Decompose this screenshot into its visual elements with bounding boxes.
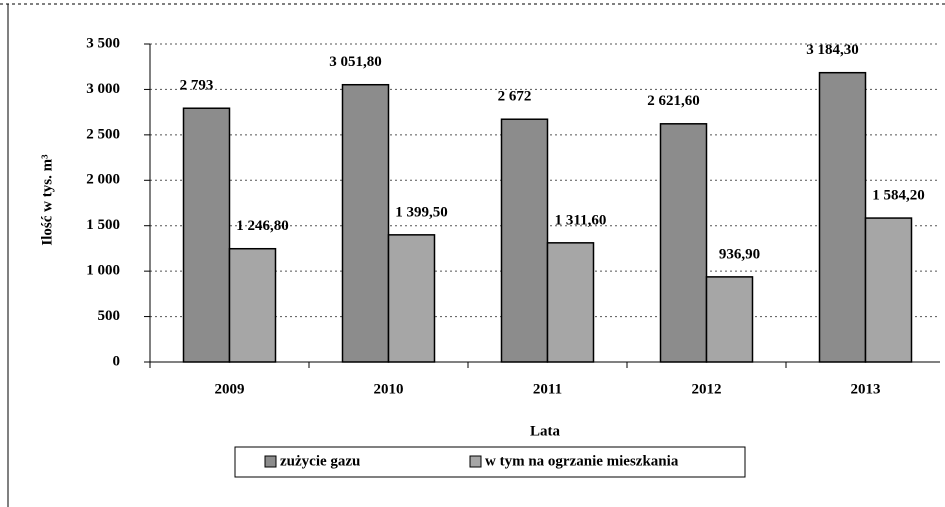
value-label: 1 399,50 [395,204,448,220]
bar [341,83,390,363]
bar [864,217,913,363]
bar [818,71,867,363]
x-tick-label: 2013 [851,381,881,397]
legend-label: w tym na ogrzanie mieszkania [485,453,679,469]
value-label: 3 184,30 [806,42,859,58]
x-axis-label: Lata [530,423,561,439]
value-label: 1 246,80 [236,218,289,234]
y-tick-label: 2 500 [86,126,120,142]
bar [500,118,549,363]
y-tick-label: 3 500 [86,35,120,51]
value-label: 1 584,20 [872,188,925,204]
x-tick-label: 2009 [215,381,245,397]
y-tick-label: 1 000 [86,263,120,279]
bar [387,234,436,363]
x-tick-label: 2010 [374,381,404,397]
legend-box [234,446,746,478]
legend-swatch [264,455,277,468]
bar [705,276,754,363]
legend-swatch [469,455,482,468]
legend-label: zużycie gazu [280,453,360,469]
y-tick-label: 0 [113,353,121,369]
value-label: 1 311,60 [555,212,607,228]
bar [659,123,708,363]
value-label: 2 793 [180,78,214,94]
value-label: 936,90 [719,246,760,262]
y-axis-label: Ilość w tys. m³ [39,154,55,246]
y-tick-label: 2 000 [86,172,120,188]
bar [546,242,595,363]
x-tick-label: 2012 [692,381,722,397]
y-tick-label: 1 500 [86,217,120,233]
bar [228,247,277,363]
y-tick-label: 3 000 [86,81,120,97]
value-label: 2 621,60 [647,93,700,109]
x-tick-label: 2011 [533,381,562,397]
bar [182,107,231,363]
value-label: 3 051,80 [329,54,382,70]
value-label: 2 672 [498,89,532,105]
y-tick-label: 500 [98,308,121,324]
